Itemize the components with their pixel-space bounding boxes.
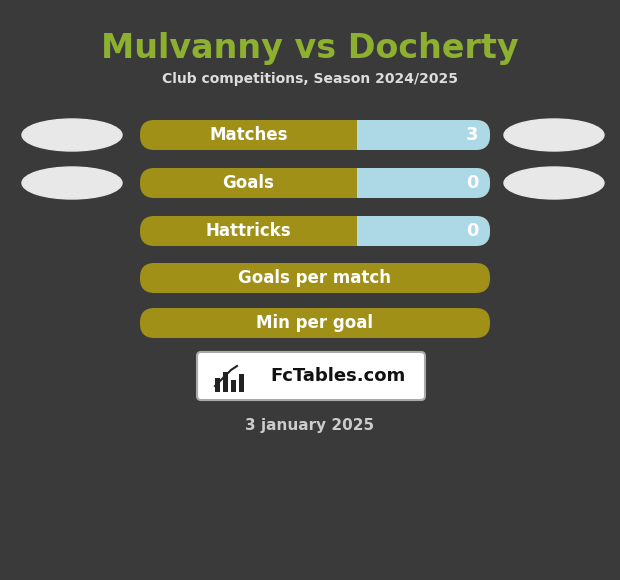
FancyBboxPatch shape bbox=[140, 308, 490, 338]
Text: FcTables.com: FcTables.com bbox=[271, 367, 406, 385]
Ellipse shape bbox=[22, 119, 122, 151]
Ellipse shape bbox=[22, 167, 122, 199]
FancyBboxPatch shape bbox=[357, 168, 490, 198]
FancyBboxPatch shape bbox=[140, 263, 490, 293]
Bar bbox=[215, 378, 220, 392]
Text: Goals per match: Goals per match bbox=[239, 269, 391, 287]
Text: 0: 0 bbox=[466, 222, 478, 240]
Text: 3 january 2025: 3 january 2025 bbox=[246, 418, 374, 433]
FancyBboxPatch shape bbox=[140, 168, 490, 198]
Ellipse shape bbox=[504, 119, 604, 151]
Text: Min per goal: Min per goal bbox=[257, 314, 373, 332]
FancyBboxPatch shape bbox=[357, 120, 490, 150]
Ellipse shape bbox=[504, 167, 604, 199]
Text: Club competitions, Season 2024/2025: Club competitions, Season 2024/2025 bbox=[162, 72, 458, 86]
Bar bbox=[357, 216, 379, 246]
Bar bbox=[223, 372, 228, 392]
Text: 0: 0 bbox=[466, 174, 478, 192]
FancyBboxPatch shape bbox=[140, 120, 490, 150]
Text: Matches: Matches bbox=[210, 126, 288, 144]
Text: Goals: Goals bbox=[223, 174, 275, 192]
Bar bbox=[357, 168, 379, 198]
FancyBboxPatch shape bbox=[197, 352, 425, 400]
Text: 3: 3 bbox=[466, 126, 478, 144]
Text: Mulvanny vs Docherty: Mulvanny vs Docherty bbox=[101, 32, 519, 65]
FancyBboxPatch shape bbox=[357, 216, 490, 246]
Text: Hattricks: Hattricks bbox=[206, 222, 291, 240]
Bar bbox=[231, 380, 236, 392]
Bar bbox=[357, 120, 379, 150]
Bar bbox=[239, 374, 244, 392]
FancyBboxPatch shape bbox=[140, 216, 490, 246]
